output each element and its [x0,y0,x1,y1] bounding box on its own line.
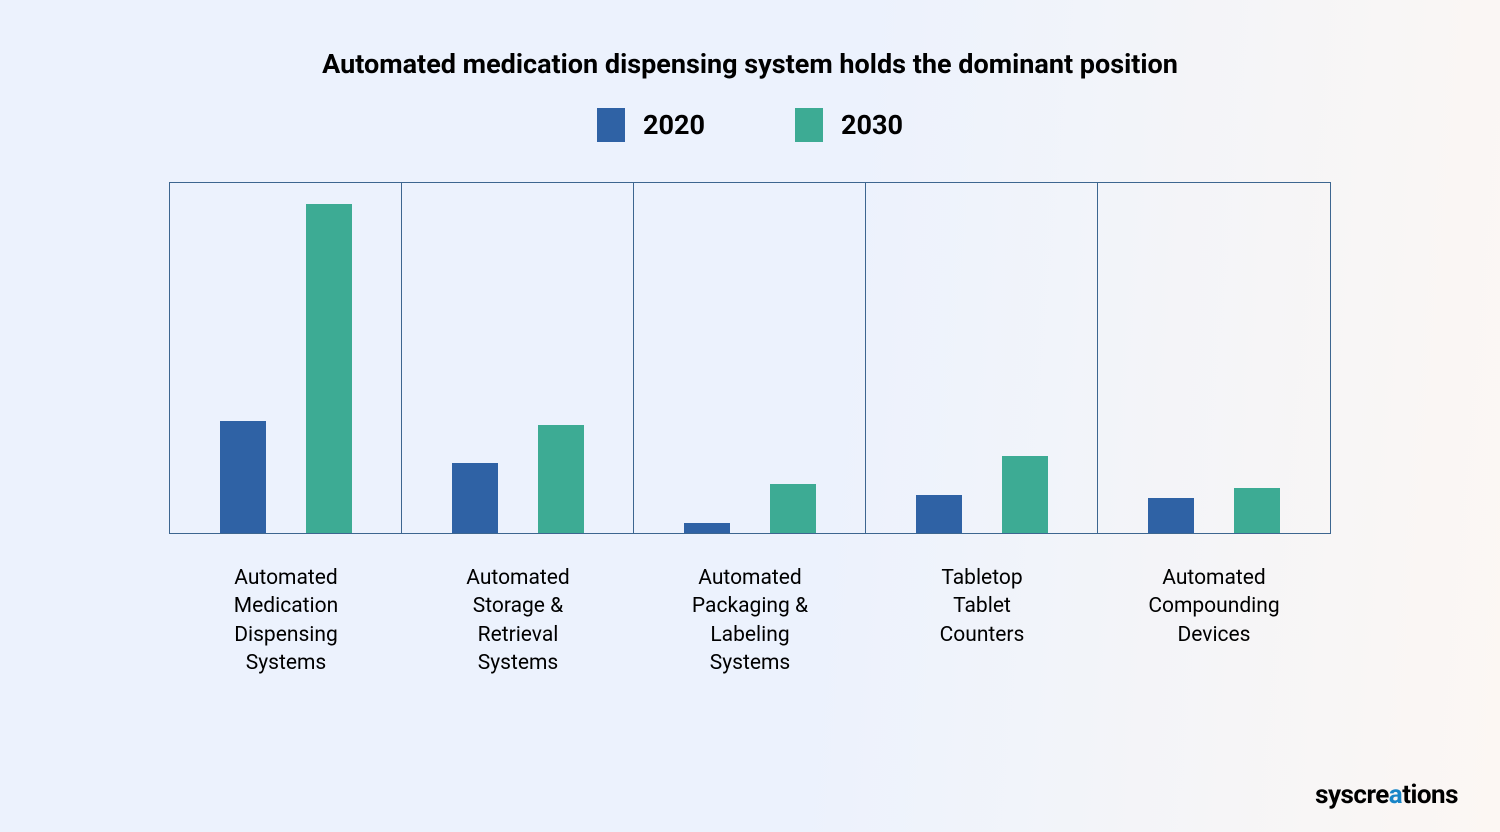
bar-2030 [1002,456,1048,533]
brand-logo: syscreations [1315,780,1458,810]
category-label: Automated Compounding Devices [1098,564,1330,677]
bar-2020 [684,523,730,534]
brand-accent: a [1389,780,1402,810]
chart-panel [866,183,1098,533]
category-label: Automated Storage & Retrieval Systems [402,564,634,677]
chart-panel [402,183,634,533]
legend-swatch [795,108,823,142]
legend: 2020 2030 [597,108,903,142]
chart-panels [169,182,1331,534]
legend-label: 2030 [841,109,903,141]
brand-suffix: tions [1402,780,1458,810]
chart-title: Automated medication dispensing system h… [322,48,1178,80]
legend-item-2020: 2020 [597,108,705,142]
bar-2020 [1148,498,1194,533]
bar-2030 [770,484,816,533]
chart-container: Automated medication dispensing system h… [0,0,1500,832]
bar-2030 [306,204,352,533]
legend-swatch [597,108,625,142]
bar-2020 [916,495,962,534]
bar-2030 [1234,488,1280,534]
category-labels-row: Automated Medication Dispensing SystemsA… [170,564,1330,677]
legend-label: 2020 [643,109,705,141]
chart-panel [1098,183,1330,533]
bar-2020 [452,463,498,533]
legend-item-2030: 2030 [795,108,903,142]
category-label: Automated Medication Dispensing Systems [170,564,402,677]
brand-prefix: syscre [1315,780,1389,810]
category-label: Automated Packaging & Labeling Systems [634,564,866,677]
chart-panel [634,183,866,533]
bar-2030 [538,425,584,534]
chart-panel [170,183,402,533]
category-label: Tabletop Tablet Counters [866,564,1098,677]
bar-2020 [220,421,266,533]
